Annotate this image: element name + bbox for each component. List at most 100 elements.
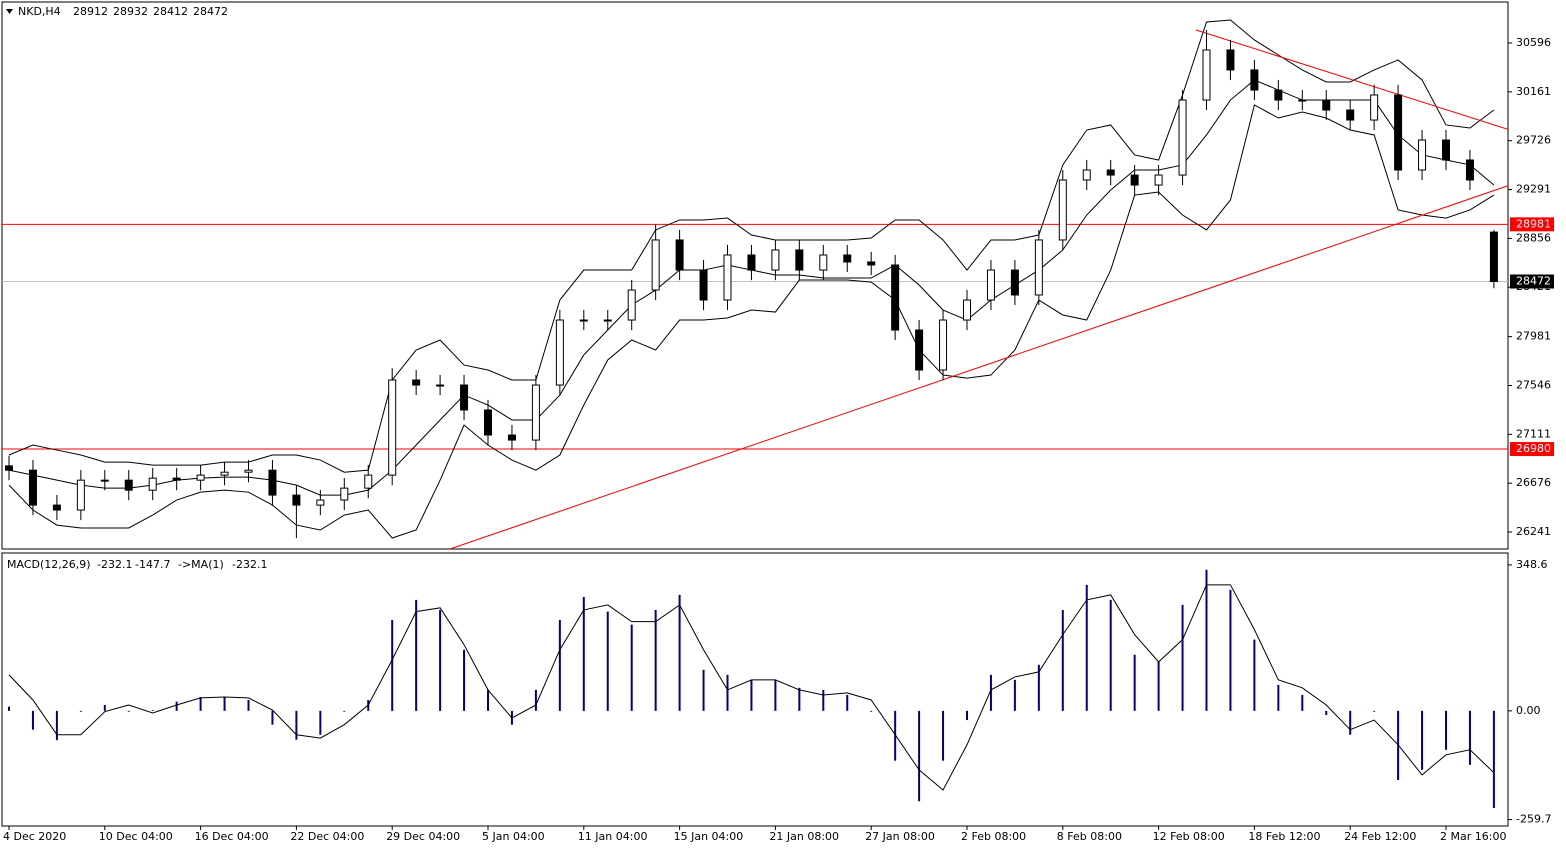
y-tick-label: 0.00 <box>1516 704 1541 717</box>
candle-body <box>1082 169 1091 181</box>
macd-value: -232.1 <box>97 558 132 571</box>
last-price-label: 28472 <box>1516 275 1551 288</box>
candle-body <box>507 434 516 441</box>
candle-body <box>220 471 229 476</box>
candle-body <box>76 479 85 511</box>
last-price-tag <box>1510 274 1554 289</box>
candle-body <box>292 494 301 506</box>
candle-body <box>1226 49 1235 71</box>
candle-body <box>747 254 756 271</box>
candle-body <box>531 384 540 441</box>
candle-body <box>244 469 253 473</box>
candle-body <box>1394 94 1403 171</box>
candle-body <box>579 319 588 322</box>
candle-body <box>1274 89 1283 101</box>
candle-body <box>364 474 373 489</box>
candle-body <box>1154 174 1163 186</box>
candle-body <box>1370 94 1379 121</box>
x-tick-label: 10 Dec 04:00 <box>99 830 173 843</box>
candle-body <box>124 479 133 491</box>
y-tick-label: 29726 <box>1516 134 1551 147</box>
signal-line <box>8 584 1495 791</box>
candle-body <box>1106 169 1115 176</box>
x-tick-label: 4 Dec 2020 <box>3 830 66 843</box>
candle-body <box>1442 139 1450 161</box>
y-tick-label: 27546 <box>1516 378 1551 391</box>
trendline <box>1195 29 1508 130</box>
candle-body <box>699 269 708 301</box>
candle-body <box>795 249 804 271</box>
band-upper <box>8 19 1495 473</box>
signal-value: -147.7 <box>135 558 170 571</box>
level-label: 28981 <box>1516 217 1551 230</box>
x-tick-label: 5 Jan 04:00 <box>482 830 545 843</box>
candle-body <box>1346 109 1355 121</box>
symbol: NKD,H4 <box>18 5 61 18</box>
header-close: 28472 <box>193 5 228 18</box>
x-tick-label: 24 Feb 12:00 <box>1344 830 1416 843</box>
y-tick-label: 348.6 <box>1516 558 1548 571</box>
y-tick-label: -259.7 <box>1516 813 1551 826</box>
candle-body <box>651 239 660 291</box>
candle-body <box>891 264 900 331</box>
candle-body <box>986 269 995 301</box>
x-tick-label: 22 Dec 04:00 <box>290 830 364 843</box>
menu-arrow[interactable] <box>6 9 13 14</box>
candle-body <box>603 319 612 322</box>
candle-body <box>316 499 325 506</box>
candle-body <box>460 384 469 411</box>
candle-body <box>723 254 732 301</box>
candle-body <box>412 379 421 386</box>
price-pane <box>1 1 1509 550</box>
level-tag <box>1510 442 1554 457</box>
trendline <box>449 185 1508 549</box>
candle-body <box>939 319 948 371</box>
candle-body <box>771 249 780 271</box>
macd-pane <box>1 552 1509 827</box>
candle-body <box>5 465 13 471</box>
x-tick-label: 12 Feb 08:00 <box>1153 830 1225 843</box>
candle-body <box>1178 99 1187 176</box>
candle-body <box>627 289 636 321</box>
candle-body <box>148 477 157 491</box>
y-tick-label: 26676 <box>1516 476 1551 489</box>
x-tick-label: 15 Jan 04:00 <box>674 830 744 843</box>
candle-body <box>1418 139 1427 171</box>
macd-plot <box>8 569 1495 809</box>
candle-body <box>100 479 109 482</box>
y-tick-label: 26241 <box>1516 525 1551 538</box>
candle-body <box>819 254 828 271</box>
y-tick-label: 29291 <box>1516 183 1551 196</box>
y-tick-label: 30161 <box>1516 85 1551 98</box>
candle-body <box>1058 179 1067 241</box>
candle-body <box>843 254 852 263</box>
y-tick-label: 27981 <box>1516 330 1551 343</box>
candle-body <box>484 409 492 436</box>
candle-body <box>555 319 564 386</box>
candle-body <box>1489 231 1498 283</box>
candle-body <box>1250 69 1259 91</box>
level-tag <box>1510 217 1554 232</box>
x-tick-label: 29 Dec 04:00 <box>386 830 460 843</box>
y-tick-label: 27111 <box>1516 427 1551 440</box>
header-high: 28932 <box>113 5 148 18</box>
x-tick-label: 21 Jan 08:00 <box>769 830 839 843</box>
header-open: 28912 <box>73 5 108 18</box>
candle-body <box>963 299 971 321</box>
candle-body <box>1034 239 1043 296</box>
ma-value: -232.1 <box>232 558 267 571</box>
x-tick-label: 2 Feb 08:00 <box>961 830 1026 843</box>
candle-body <box>1322 99 1331 111</box>
candle-body <box>1298 99 1307 102</box>
candle-body <box>172 477 181 481</box>
x-tick-label: 18 Feb 12:00 <box>1248 830 1320 843</box>
candle-body <box>388 379 397 476</box>
x-tick-label: 27 Jan 08:00 <box>865 830 935 843</box>
candle-body <box>1465 159 1474 181</box>
x-tick-label: 16 Dec 04:00 <box>195 830 269 843</box>
y-tick-label: 30596 <box>1516 36 1551 49</box>
level-label: 26980 <box>1516 442 1551 455</box>
candle-body <box>196 474 205 481</box>
header-low: 28412 <box>153 5 188 18</box>
